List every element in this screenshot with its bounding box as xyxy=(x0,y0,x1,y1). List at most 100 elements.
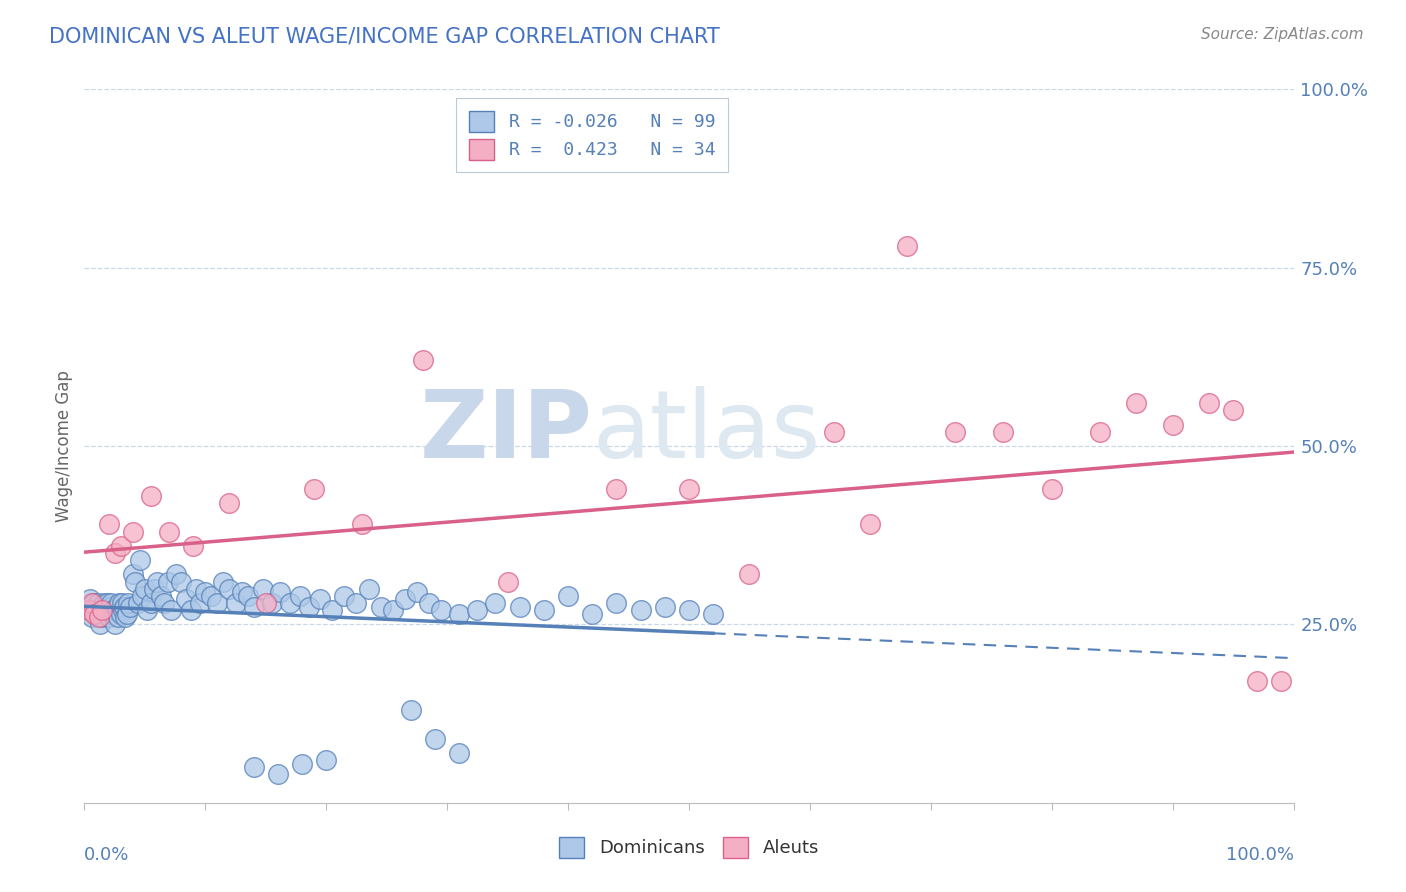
Point xyxy=(108,596,131,610)
Point xyxy=(129,553,152,567)
Point xyxy=(190,596,212,610)
Point xyxy=(94,603,117,617)
Point xyxy=(115,607,138,621)
Point xyxy=(149,589,172,603)
Point xyxy=(509,599,531,614)
Point xyxy=(121,524,143,539)
Point xyxy=(86,596,108,610)
Point xyxy=(630,603,652,617)
Point xyxy=(315,753,337,767)
Point xyxy=(139,596,162,610)
Point xyxy=(702,607,724,621)
Point xyxy=(654,599,676,614)
Point xyxy=(370,599,392,614)
Point xyxy=(993,425,1015,439)
Point xyxy=(207,596,229,610)
Point xyxy=(484,596,506,610)
Point xyxy=(104,617,127,632)
Point xyxy=(200,589,222,603)
Point xyxy=(333,589,356,603)
Point xyxy=(82,603,104,617)
Point xyxy=(859,517,882,532)
Point xyxy=(260,596,283,610)
Point xyxy=(423,731,446,746)
Point xyxy=(100,596,122,610)
Point xyxy=(225,596,247,610)
Point xyxy=(1198,396,1220,410)
Point xyxy=(153,596,176,610)
Point xyxy=(449,746,471,760)
Point xyxy=(90,603,112,617)
Point xyxy=(1270,674,1292,689)
Point xyxy=(288,589,311,603)
Point xyxy=(160,603,183,617)
Y-axis label: Wage/Income Gap: Wage/Income Gap xyxy=(55,370,73,522)
Point xyxy=(101,607,124,621)
Point xyxy=(218,582,240,596)
Point xyxy=(194,585,217,599)
Point xyxy=(496,574,519,589)
Point xyxy=(181,539,204,553)
Point xyxy=(84,607,107,621)
Point xyxy=(254,596,277,610)
Point xyxy=(120,599,142,614)
Point xyxy=(89,617,111,632)
Point xyxy=(136,603,159,617)
Point xyxy=(174,592,197,607)
Point xyxy=(80,596,103,610)
Point xyxy=(298,599,321,614)
Point xyxy=(738,567,761,582)
Point xyxy=(87,607,110,621)
Point xyxy=(242,760,264,774)
Point xyxy=(121,567,143,582)
Point xyxy=(131,589,153,603)
Point xyxy=(1040,482,1063,496)
Point xyxy=(83,596,105,610)
Point xyxy=(170,574,193,589)
Point xyxy=(143,582,166,596)
Point xyxy=(231,585,253,599)
Point xyxy=(557,589,579,603)
Point xyxy=(79,592,101,607)
Point xyxy=(86,603,108,617)
Point xyxy=(406,585,429,599)
Point xyxy=(156,574,179,589)
Point xyxy=(467,603,489,617)
Point xyxy=(418,596,440,610)
Point xyxy=(127,596,149,610)
Point xyxy=(823,425,845,439)
Point xyxy=(103,603,125,617)
Point xyxy=(346,596,368,610)
Point xyxy=(1125,396,1147,410)
Point xyxy=(394,592,416,607)
Point xyxy=(157,524,180,539)
Point xyxy=(278,596,301,610)
Point xyxy=(1088,425,1111,439)
Point xyxy=(605,596,627,610)
Text: 100.0%: 100.0% xyxy=(1226,846,1294,863)
Point xyxy=(357,582,380,596)
Point xyxy=(218,496,240,510)
Point xyxy=(269,585,291,599)
Text: Source: ZipAtlas.com: Source: ZipAtlas.com xyxy=(1201,27,1364,42)
Point xyxy=(180,603,202,617)
Point xyxy=(94,607,117,621)
Point xyxy=(302,482,325,496)
Point xyxy=(110,539,132,553)
Text: ZIP: ZIP xyxy=(419,385,592,478)
Point xyxy=(111,596,134,610)
Point xyxy=(533,603,555,617)
Point xyxy=(1246,674,1268,689)
Point xyxy=(139,489,162,503)
Point xyxy=(1222,403,1244,417)
Legend: Dominicans, Aleuts: Dominicans, Aleuts xyxy=(553,830,825,865)
Point xyxy=(134,582,156,596)
Point xyxy=(212,574,235,589)
Point xyxy=(107,610,129,624)
Text: atlas: atlas xyxy=(592,385,821,478)
Point xyxy=(83,607,105,621)
Point xyxy=(117,596,139,610)
Text: DOMINICAN VS ALEUT WAGE/INCOME GAP CORRELATION CHART: DOMINICAN VS ALEUT WAGE/INCOME GAP CORRE… xyxy=(49,27,720,46)
Point xyxy=(184,582,207,596)
Point xyxy=(77,603,100,617)
